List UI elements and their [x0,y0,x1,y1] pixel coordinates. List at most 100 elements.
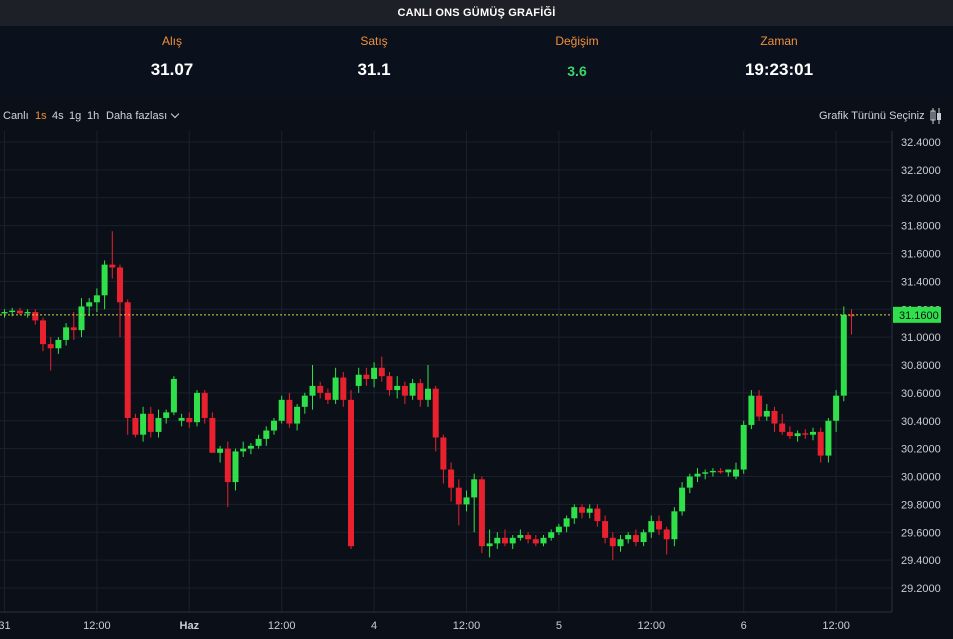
candle-body [186,417,193,423]
candle-body [271,420,277,431]
candle-body [147,413,154,432]
x-tick-label: 12:00 [453,620,481,632]
candle-body [478,479,485,547]
candle-body [779,423,786,432]
interval-1g[interactable]: 1g [69,110,82,122]
candle-body [432,388,439,438]
candle-body [679,487,686,512]
candle-body [194,392,200,423]
candle-body [548,532,555,538]
candle-body [240,448,247,452]
time-label: Zaman [760,34,798,48]
candle-body [694,473,701,477]
candle-body [740,424,747,470]
change-label: Değişim [555,34,599,48]
candle-body [525,535,532,540]
x-tick-label: 12:00 [822,620,850,632]
candle-body [594,508,601,522]
y-tick-label: 31.0000 [901,332,941,344]
y-tick-label: 29.8000 [901,499,941,511]
candle-body [817,431,824,456]
candle-body [709,470,716,473]
candle-body [517,535,524,538]
candle-body [833,395,840,421]
candle-body [671,511,678,540]
candle-body [109,264,116,268]
bid-value: 31.07 [150,60,194,79]
candle-body [579,507,585,513]
chart-type-selector[interactable]: Grafik Türünü Seçiniz [819,110,925,122]
candle-body [247,445,254,449]
candle-body [86,302,93,307]
y-tick-label: 30.2000 [901,444,941,456]
live-button[interactable]: Canlı [3,110,29,122]
interval-4s[interactable]: 4s [52,110,64,122]
candle-body [540,537,547,544]
candle-body [317,385,324,393]
candle-body [786,431,793,437]
x-tick-label: 12:00 [268,620,296,632]
candle-body [40,320,46,345]
y-tick-label: 31.4000 [901,276,941,288]
candle-body [55,339,62,349]
candle-body [532,539,539,544]
candle-body [648,521,655,533]
chart-toolbar: Canlı 1s 4s 1g 1h Daha fazlası Grafik Tü… [0,104,953,128]
candle-body [471,479,478,498]
x-tick-label: 12:00 [83,620,111,632]
y-tick-label: 32.2000 [901,165,941,177]
candle-body [286,399,293,424]
candle-body [224,448,231,483]
quote-ask: Satış 31.1 [264,26,484,80]
x-tick-label: 4 [371,620,377,632]
candlestick-icon[interactable] [928,107,944,125]
candle-body [586,508,593,513]
candle-body [409,383,416,396]
candle-body [756,395,763,417]
interval-1h[interactable]: 1h [87,110,100,122]
candle-body [348,399,354,547]
candle-body [24,312,31,314]
quote-panel: Alış 31.07 Satış 31.1 Değişim 3.6 Zaman … [0,26,953,98]
candle-body [332,377,339,400]
x-tick-label: 6 [741,620,747,632]
y-tick-label: 31.6000 [901,249,941,261]
candle-body [463,497,470,505]
candle-body [733,469,739,477]
candle-body [602,521,609,538]
quote-bid: Alış 31.07 [62,26,282,80]
current-price-badge [893,306,941,323]
candle-body [294,406,301,424]
candle-body [563,518,570,527]
candle-body [209,417,216,453]
candle-body [763,410,770,417]
candle-body [117,267,123,303]
y-tick-label: 29.4000 [901,555,941,567]
candle-body [656,521,662,530]
candle-body [617,539,624,547]
more-intervals-dropdown[interactable]: Daha fazlası [106,109,180,122]
candle-body [301,395,308,407]
x-tick-label: Haz [180,620,200,632]
quote-time: Zaman 19:23:01 [669,26,889,80]
y-tick-label: 30.0000 [901,472,941,484]
quote-change: Değişim 3.6 [467,26,687,79]
candle-body [78,306,85,331]
candle-body [625,535,632,540]
candle-body [748,395,755,425]
y-tick-label: 32.0000 [901,193,941,205]
candle-body [155,417,162,432]
y-tick-label: 30.8000 [901,360,941,372]
candle-body [702,472,709,474]
candle-body [686,476,693,488]
candle-body [217,448,224,453]
chart-title: CANLI ONS GÜMÜŞ GRAFİĞİ [0,0,953,26]
candle-body [371,367,378,379]
candle-body [124,302,131,418]
x-tick-label: 5 [556,620,562,632]
time-value: 19:23:01 [744,60,814,79]
candle-body [555,526,562,533]
interval-1s[interactable]: 1s [35,110,47,122]
candle-body [440,437,447,470]
